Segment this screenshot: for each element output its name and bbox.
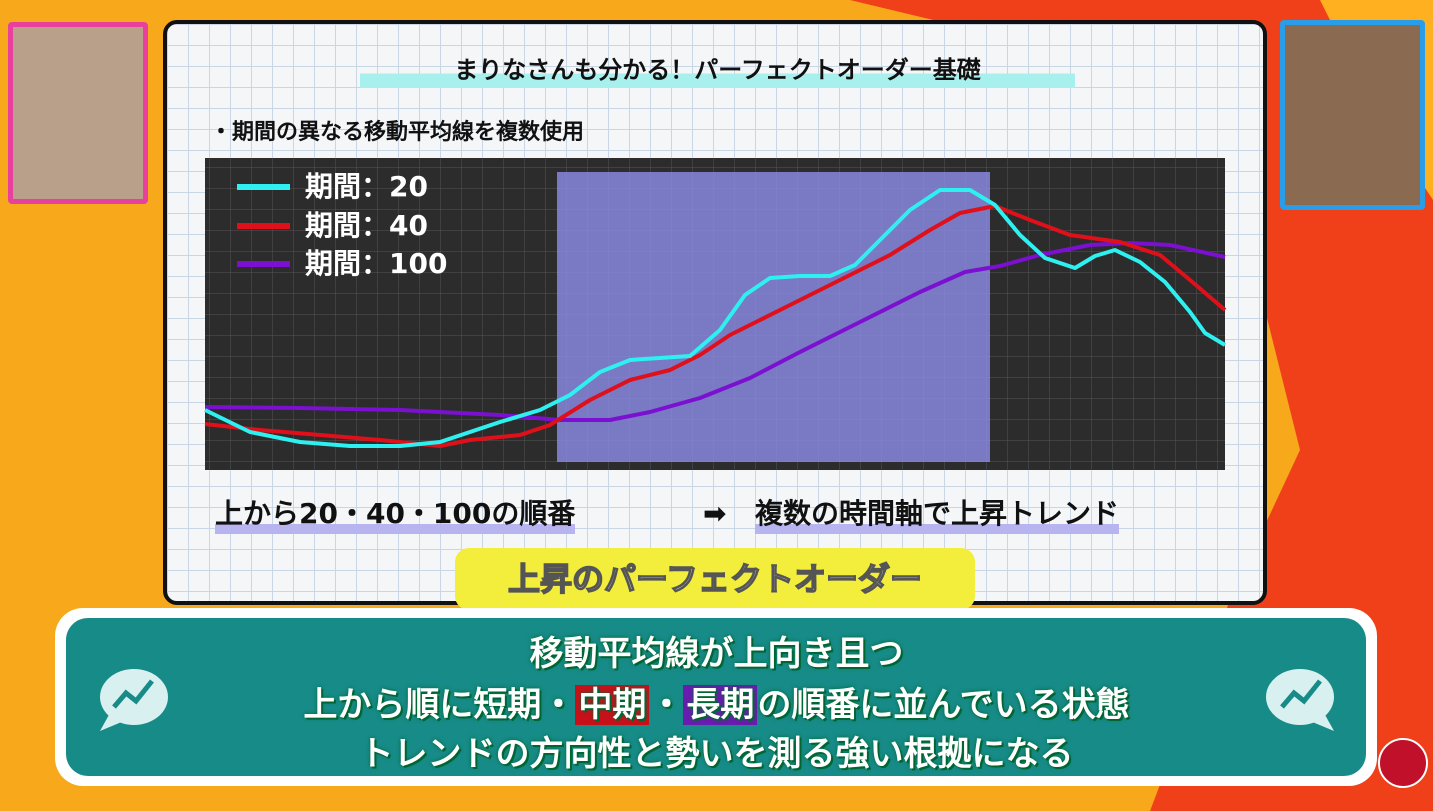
subtitle-line: 上から順に短期・中期・長期の順番に並んでいる状態 [0, 677, 1433, 726]
chat-icon [1266, 669, 1334, 731]
text: 上から順に短期・ [303, 685, 576, 725]
panel-title: まりなさんも分かる！パーフェクトオーダー基礎 [360, 52, 1075, 88]
highlight-text: 中期 [575, 685, 650, 725]
subtitle-line: 移動平均線が上向き且つ [529, 634, 904, 674]
highlight-text: 長期 [683, 685, 758, 725]
caption-right: 複数の時間軸で上昇トレンド [755, 494, 1120, 534]
legend-label: 期間：20 [305, 170, 428, 203]
highlight-zone [557, 172, 990, 462]
camera-left [8, 22, 148, 204]
ma40-line [204, 204, 1227, 448]
text: の順番に並んでいる状態 [757, 685, 1130, 725]
chat-icon [100, 669, 168, 731]
caption-arrow: ➡ [703, 497, 727, 530]
caption-left: 上から20・40・100の順番 [215, 494, 576, 534]
camera-right [1280, 20, 1425, 210]
legend-label: 期間：100 [305, 247, 447, 280]
text: ・ [649, 685, 684, 725]
legend-label: 期間：40 [305, 209, 428, 242]
ma20-line [204, 188, 1227, 448]
subtitle-line: トレンドの方向性と勢いを測る強い根拠になる [359, 734, 1074, 774]
channel-logo [1378, 738, 1428, 788]
topic-tag: 上昇のパーフェクトオーダー [455, 548, 975, 610]
panel-subtitle: ・期間の異なる移動平均線を複数使用 [210, 120, 585, 145]
ma100-line [204, 241, 1226, 422]
